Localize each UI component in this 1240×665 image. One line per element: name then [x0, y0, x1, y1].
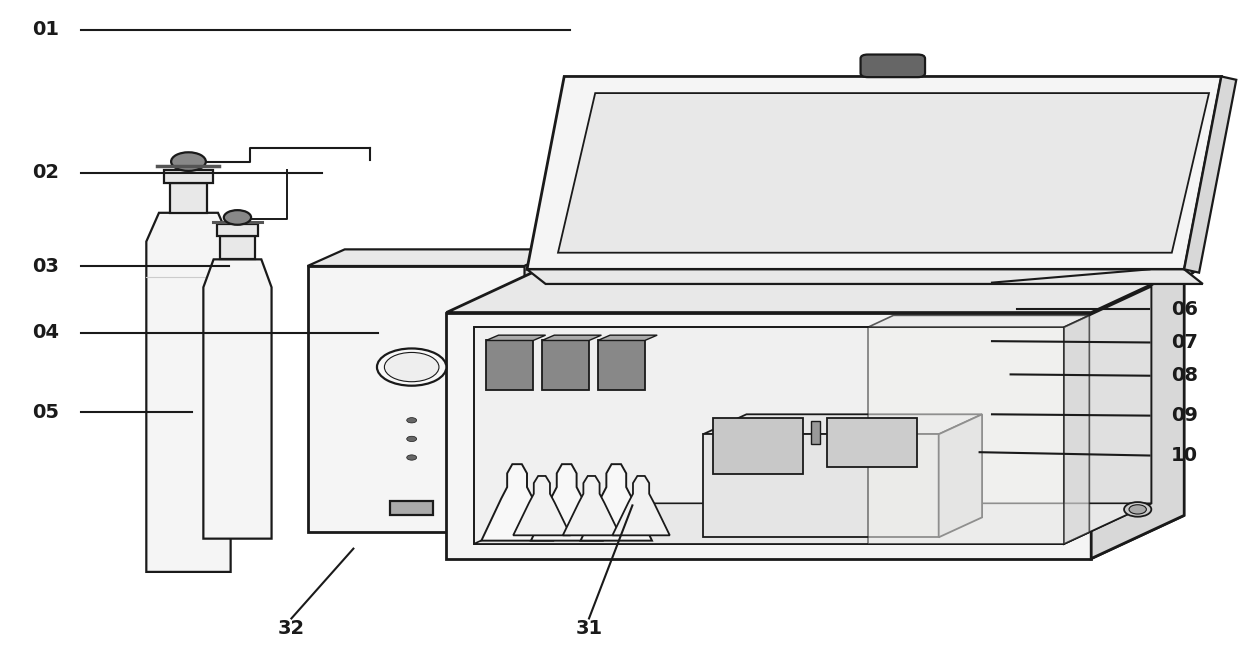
Text: 31: 31 — [575, 619, 603, 638]
Polygon shape — [598, 335, 657, 340]
Polygon shape — [598, 340, 645, 390]
Polygon shape — [703, 434, 939, 537]
Polygon shape — [474, 327, 1064, 544]
Polygon shape — [613, 476, 670, 535]
Bar — [811, 421, 820, 444]
Polygon shape — [513, 476, 570, 535]
Polygon shape — [563, 476, 620, 535]
Polygon shape — [308, 249, 562, 266]
Polygon shape — [542, 335, 601, 340]
Polygon shape — [203, 259, 272, 539]
Polygon shape — [146, 213, 231, 572]
Polygon shape — [474, 503, 1152, 544]
Bar — [165, 170, 212, 183]
Polygon shape — [486, 335, 546, 340]
Polygon shape — [558, 93, 1209, 253]
Text: 07: 07 — [1171, 333, 1198, 352]
Polygon shape — [527, 269, 1203, 284]
Text: 30: 30 — [1171, 260, 1198, 279]
Text: 08: 08 — [1171, 366, 1198, 385]
Polygon shape — [703, 414, 982, 434]
Circle shape — [407, 418, 417, 423]
Bar — [217, 224, 258, 236]
Polygon shape — [939, 414, 982, 537]
Text: 03: 03 — [32, 257, 60, 275]
Polygon shape — [525, 249, 562, 532]
Polygon shape — [446, 515, 1184, 559]
FancyBboxPatch shape — [861, 55, 925, 77]
Polygon shape — [1184, 76, 1236, 273]
Polygon shape — [1064, 315, 1090, 544]
Polygon shape — [486, 340, 533, 390]
Polygon shape — [481, 464, 553, 541]
Circle shape — [407, 455, 417, 460]
Text: 06: 06 — [1171, 300, 1198, 319]
Text: 01: 01 — [32, 21, 60, 39]
Text: 04: 04 — [32, 323, 60, 342]
Circle shape — [1128, 505, 1147, 514]
Bar — [389, 501, 434, 515]
Polygon shape — [827, 418, 916, 467]
Text: 10: 10 — [1171, 446, 1198, 465]
Circle shape — [384, 352, 439, 382]
Polygon shape — [868, 315, 1090, 327]
Polygon shape — [531, 464, 603, 541]
Circle shape — [224, 210, 250, 225]
Circle shape — [377, 348, 446, 386]
Polygon shape — [1091, 269, 1184, 559]
Bar — [170, 183, 207, 213]
Polygon shape — [713, 418, 802, 474]
Text: 05: 05 — [32, 403, 60, 422]
Polygon shape — [446, 269, 1184, 313]
Bar — [221, 236, 254, 259]
Polygon shape — [446, 313, 1091, 559]
Polygon shape — [868, 327, 1064, 544]
Circle shape — [171, 152, 206, 171]
Circle shape — [1123, 502, 1152, 517]
Text: 09: 09 — [1171, 406, 1198, 425]
Polygon shape — [542, 340, 589, 390]
Text: 32: 32 — [278, 619, 305, 638]
Circle shape — [407, 436, 417, 442]
Polygon shape — [308, 266, 525, 532]
Text: 02: 02 — [32, 164, 60, 182]
Polygon shape — [527, 76, 1221, 269]
Polygon shape — [1064, 287, 1152, 544]
Polygon shape — [580, 464, 652, 541]
